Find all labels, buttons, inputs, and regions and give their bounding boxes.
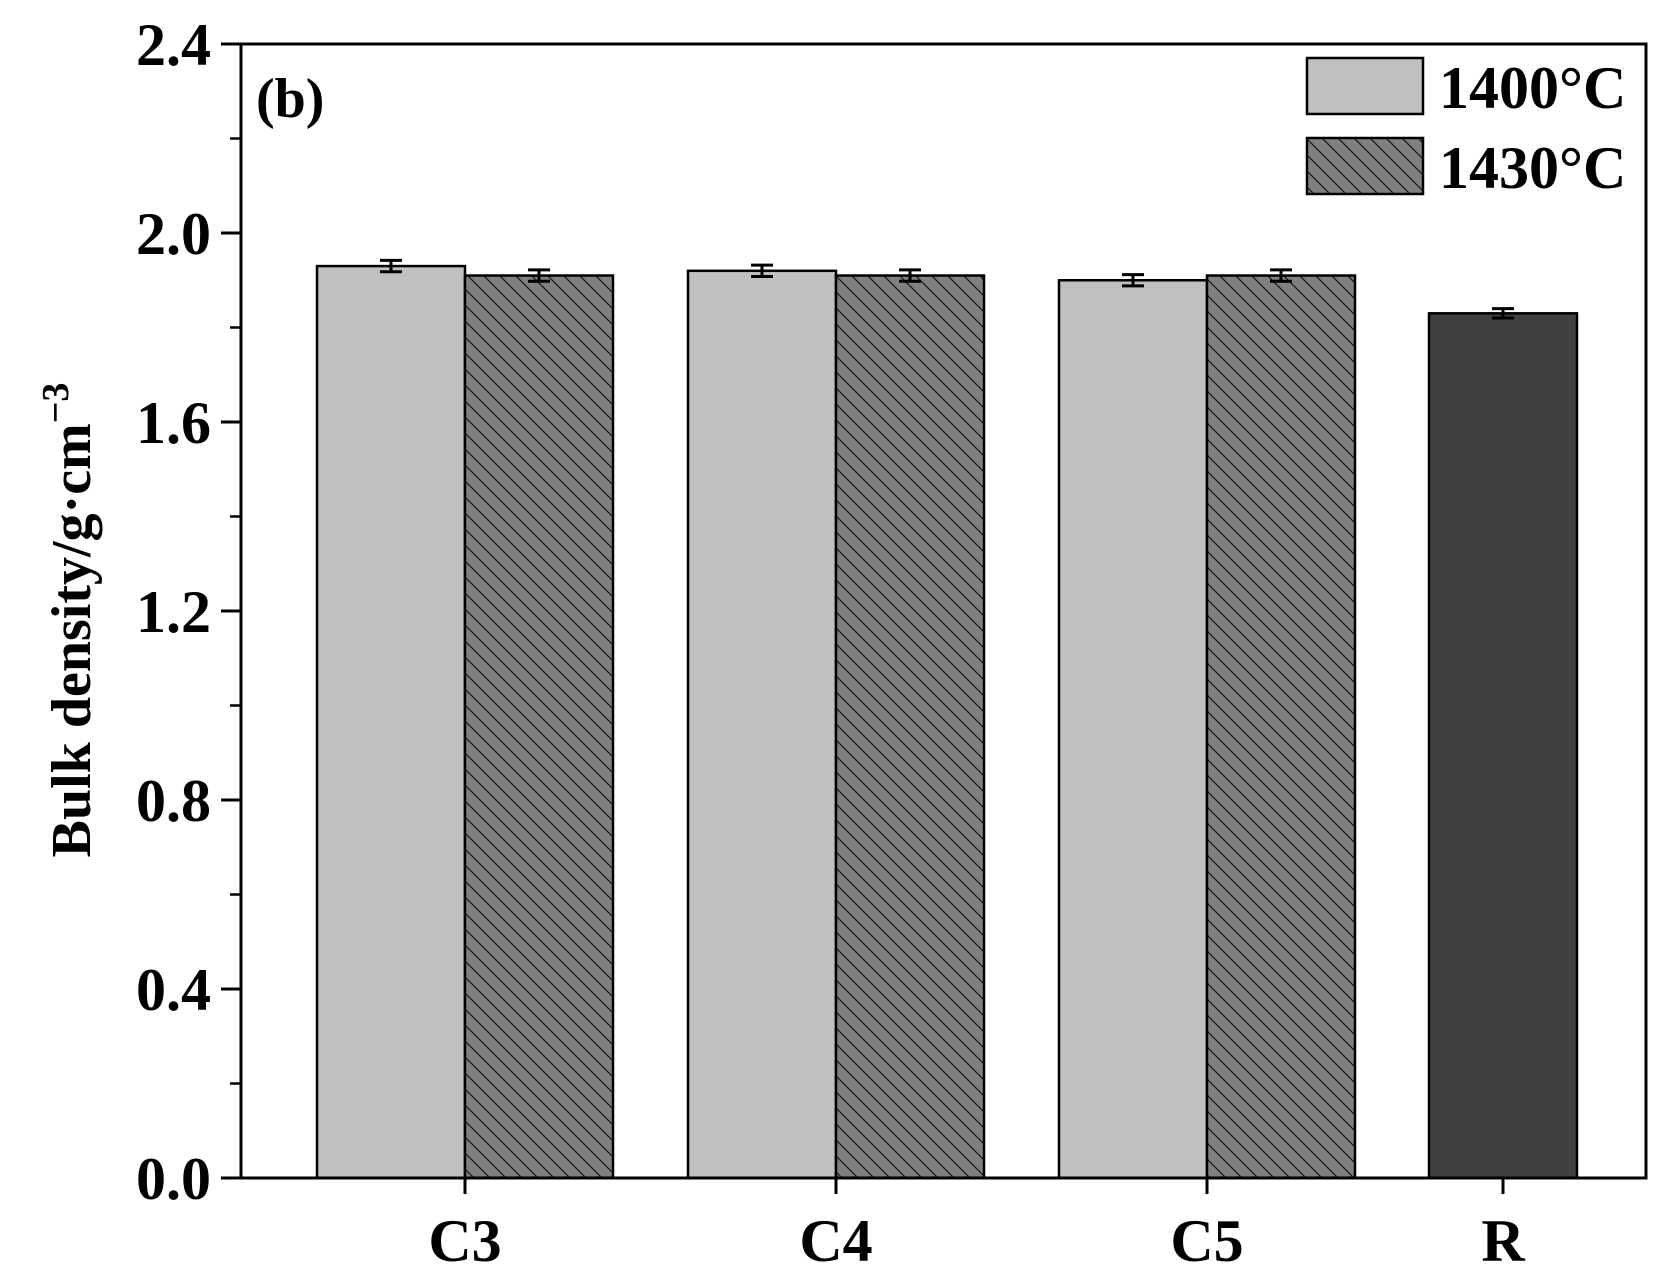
bars-layer <box>315 258 1579 1180</box>
x-tick-label-c5: C5 <box>1170 1208 1243 1274</box>
y-axis-label: Bulk density/g·cm−3 <box>35 383 103 858</box>
bar-c3-1430C <box>463 274 615 1180</box>
y-tick-label: 2.0 <box>136 201 211 267</box>
bar-c4-1400C <box>686 269 838 1180</box>
y-axis-label-main: Bulk density/g·cm <box>41 423 103 857</box>
bar-c5-1400C <box>1057 279 1209 1180</box>
legend-label-1400C: 1400°C <box>1439 55 1626 121</box>
y-axis-label-superscript: −3 <box>35 383 77 424</box>
x-tick-label-c3: C3 <box>428 1208 501 1274</box>
panel-label: (b) <box>256 68 324 130</box>
bar-c3-1400C <box>315 264 467 1180</box>
y-tick-label: 2.4 <box>136 12 211 78</box>
y-tick-label: 0.8 <box>136 768 211 834</box>
bar-c4-1430C <box>834 274 986 1180</box>
legend-swatch-1400C <box>1305 56 1425 116</box>
axes-layer <box>221 42 1648 1194</box>
legend-label-1430C: 1430°C <box>1439 135 1626 201</box>
bar-c5-1430C <box>1205 274 1357 1180</box>
y-tick-label: 1.6 <box>136 390 211 456</box>
x-tick-label-r: R <box>1481 1208 1525 1274</box>
y-tick-label: 0.4 <box>136 957 211 1023</box>
y-tick-label: 1.2 <box>136 579 211 645</box>
bar-r-R <box>1427 312 1579 1180</box>
x-tick-label-c4: C4 <box>799 1208 872 1274</box>
legend-swatch-1430C <box>1305 136 1425 196</box>
y-tick-label: 0.0 <box>136 1146 211 1212</box>
legend: 1400°C 1430°C <box>1305 55 1626 201</box>
labels-layer: C3 C4 C5 R 0.0 0.4 0.8 1.2 1.6 2.0 2.4 <box>136 12 1525 1274</box>
